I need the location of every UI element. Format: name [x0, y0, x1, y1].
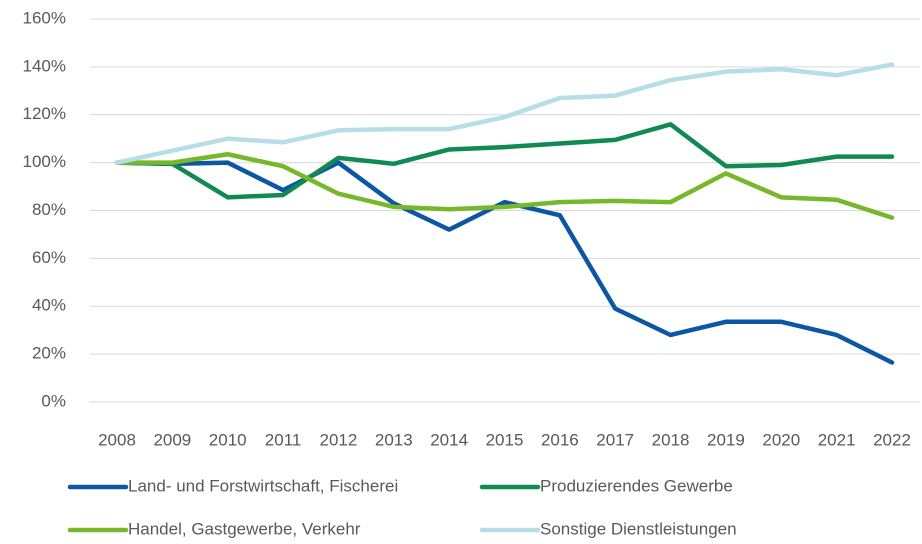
- y-tick-label: 20%: [32, 344, 66, 363]
- y-tick-label: 100%: [23, 152, 66, 171]
- x-tick-label: 2012: [320, 430, 358, 449]
- x-tick-label: 2017: [596, 430, 634, 449]
- x-tick-label: 2020: [762, 430, 800, 449]
- legend-label: Handel, Gastgewerbe, Verkehr: [128, 519, 361, 538]
- x-tick-label: 2021: [818, 430, 856, 449]
- x-tick-label: 2008: [98, 430, 136, 449]
- x-tick-label: 2014: [430, 430, 468, 449]
- x-tick-label: 2022: [873, 430, 911, 449]
- x-tick-label: 2011: [265, 430, 302, 449]
- y-tick-label: 60%: [32, 248, 66, 267]
- y-tick-label: 160%: [23, 8, 66, 27]
- legend-label: Land- und Forstwirtschaft, Fischerei: [128, 476, 398, 495]
- x-tick-label: 2019: [707, 430, 745, 449]
- series-line: [114, 151, 895, 220]
- x-tick-label: 2016: [541, 430, 579, 449]
- y-tick-label: 80%: [32, 200, 66, 219]
- legend-label: Produzierendes Gewerbe: [540, 476, 733, 495]
- x-tick-label: 2013: [375, 430, 413, 449]
- x-tick-label: 2010: [209, 430, 247, 449]
- x-tick-label: 2009: [153, 430, 191, 449]
- legend-label: Sonstige Dienstleistungen: [540, 519, 737, 538]
- y-tick-label: 120%: [23, 104, 66, 123]
- series-line: [114, 160, 895, 365]
- series-line: [114, 122, 895, 200]
- x-tick-label: 2018: [652, 430, 690, 449]
- y-tick-label: 40%: [32, 296, 66, 315]
- x-tick-label: 2015: [486, 430, 524, 449]
- y-tick-label: 140%: [23, 56, 66, 75]
- y-tick-label: 0%: [41, 391, 66, 410]
- series-line: [114, 62, 895, 165]
